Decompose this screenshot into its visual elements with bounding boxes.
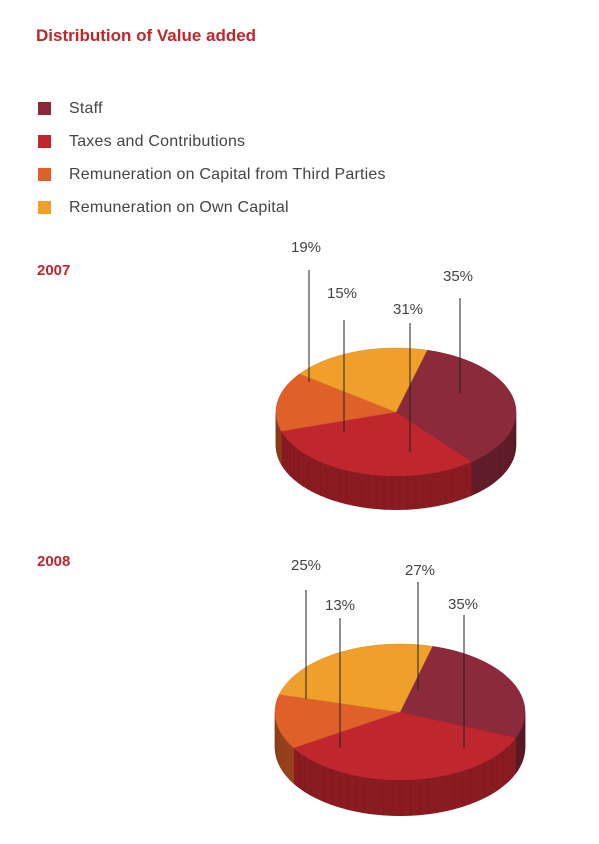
pie-slice-2008-taxes [293,711,517,781]
pie-slice-2007-staff [395,349,517,463]
pie-slice-2007-third-party-capital [275,373,397,432]
data-label-2007-own-capital: 19% [291,239,321,256]
legend-label-own-capital: Remuneration on Own Capital [69,198,289,216]
legend-swatch-taxes [38,135,51,148]
pie-side-2007-taxes [281,431,472,510]
legend-item-staff: Staff [38,92,386,125]
legend: Staff Taxes and Contributions Remunerati… [38,92,386,224]
pie-slice-2008-third-party-capital [274,694,401,749]
data-label-2008-third-party-capital: 13% [325,597,355,614]
pie-slice-2007-taxes [281,411,473,477]
legend-swatch-staff [38,102,51,115]
legend-item-taxes: Taxes and Contributions [38,125,386,158]
year-label-2008: 2008 [37,553,71,570]
legend-swatch-third-party-capital [38,168,51,181]
pie-side-2007-staff [471,412,516,496]
data-label-2007-third-party-capital: 15% [327,285,357,302]
legend-label-taxes: Taxes and Contributions [69,132,246,150]
pie-slice-2008-own-capital [278,643,433,713]
pie-slice-2008-staff [399,646,526,738]
data-label-2008-own-capital: 25% [291,557,321,574]
year-label-2007: 2007 [37,262,71,279]
pie-slice-2007-own-capital [299,347,428,413]
pie-side-2008-taxes [293,737,516,816]
legend-item-third-party-capital: Remuneration on Capital from Third Parti… [38,158,386,191]
data-label-2008-taxes: 35% [448,596,478,613]
legend-label-staff: Staff [69,99,103,117]
data-label-2007-taxes: 31% [393,301,423,318]
legend-label-third-party-capital: Remuneration on Capital from Third Parti… [69,165,386,183]
data-label-2007-staff: 35% [443,268,473,285]
legend-item-own-capital: Remuneration on Own Capital [38,191,386,224]
data-label-2008-staff: 27% [405,562,435,579]
legend-swatch-own-capital [38,201,51,214]
chart-title: Distribution of Value added [36,26,257,45]
